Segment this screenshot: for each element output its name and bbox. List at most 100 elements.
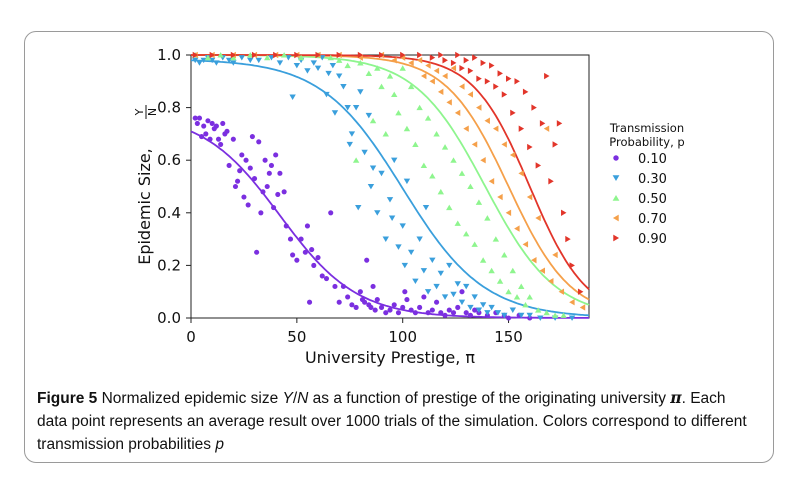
point-p0.10 — [287, 236, 294, 242]
point-p0.90 — [336, 51, 343, 59]
point-p0.50 — [526, 294, 533, 300]
x-tick-label: 150 — [494, 328, 523, 346]
point-p0.50 — [437, 188, 445, 195]
point-p0.50 — [230, 54, 237, 61]
point-p0.10 — [232, 183, 239, 190]
scatter-chart: 0 50 100 150 0.0 0.2 0.4 0.6 0.8 1.0 University P… — [133, 46, 685, 367]
caption-text-3: . Each data point represents an average … — [37, 390, 747, 453]
point-p0.90 — [450, 59, 457, 67]
point-p0.70 — [480, 157, 486, 164]
caption-p: p — [215, 436, 224, 453]
point-p0.90 — [505, 75, 512, 82]
point-p0.10 — [243, 157, 249, 163]
point-p0.50 — [264, 54, 271, 61]
legend-label-p0.10: 0.10 — [638, 152, 667, 167]
fit-curve-p0.10 — [190, 130, 589, 319]
point-p0.30 — [325, 70, 332, 77]
y-tick-label: 0.4 — [157, 204, 181, 222]
point-p0.50 — [344, 62, 351, 69]
point-p0.30 — [388, 215, 396, 221]
point-p0.30 — [437, 270, 445, 277]
point-p0.10 — [472, 307, 478, 313]
point-p0.50 — [357, 60, 364, 66]
point-p0.10 — [417, 304, 423, 311]
point-p0.10 — [268, 162, 275, 169]
point-p0.30 — [304, 68, 311, 74]
point-p0.10 — [245, 202, 251, 208]
point-p0.90 — [467, 67, 474, 74]
point-p0.30 — [479, 302, 487, 308]
point-p0.30 — [268, 55, 275, 61]
point-p0.10 — [319, 273, 325, 279]
point-p0.70 — [522, 241, 529, 248]
point-p0.50 — [441, 144, 449, 150]
point-p0.30 — [484, 310, 491, 316]
point-p0.10 — [249, 133, 255, 140]
point-p0.30 — [416, 236, 423, 242]
point-p0.50 — [204, 54, 212, 61]
point-p0.30 — [365, 112, 373, 119]
point-p0.10 — [345, 294, 351, 300]
point-p0.70 — [569, 299, 575, 306]
point-p0.10 — [459, 289, 465, 295]
point-p0.10 — [264, 183, 270, 190]
y-tick-label: 0.8 — [157, 99, 181, 117]
point-p0.10 — [256, 139, 262, 145]
legend-label-p0.30: 0.30 — [638, 172, 667, 187]
point-p0.10 — [304, 223, 310, 229]
point-p0.90 — [484, 78, 491, 85]
point-p0.10 — [429, 307, 435, 313]
point-p0.10 — [215, 136, 222, 142]
point-p0.90 — [463, 57, 470, 64]
legend-label-p0.50: 0.50 — [638, 192, 667, 207]
point-p0.70 — [558, 288, 565, 295]
point-p0.70 — [535, 214, 541, 222]
point-p0.50 — [560, 312, 567, 318]
point-p0.30 — [374, 210, 381, 216]
point-p0.10 — [378, 304, 385, 311]
point-p0.10 — [235, 178, 241, 184]
figure-caption: Figure 5 Normalized epidemic size Y/N as… — [37, 386, 757, 456]
point-p0.10 — [362, 299, 368, 305]
point-p0.70 — [488, 178, 495, 185]
axis-labels: University Prestige, π Epidemic Size, Y N — [133, 105, 475, 367]
point-p0.10 — [315, 254, 321, 261]
point-p0.90 — [497, 70, 503, 77]
point-p0.30 — [526, 312, 533, 319]
point-p0.30 — [471, 294, 478, 300]
point-p0.10 — [400, 304, 406, 311]
point-p0.10 — [258, 210, 264, 216]
point-p0.70 — [454, 109, 461, 117]
point-p0.30 — [369, 165, 377, 171]
point-p0.70 — [463, 125, 469, 132]
point-p0.10 — [412, 310, 418, 316]
point-p0.10 — [340, 283, 346, 289]
point-p0.50 — [505, 288, 512, 295]
point-p0.10 — [374, 297, 380, 303]
point-p0.70 — [471, 141, 478, 148]
point-p0.90 — [400, 51, 406, 59]
point-p0.10 — [224, 128, 230, 134]
point-p0.30 — [378, 170, 385, 177]
point-p0.30 — [192, 57, 199, 64]
data-points — [192, 51, 586, 321]
point-p0.30 — [463, 283, 470, 290]
point-p0.10 — [205, 118, 211, 124]
point-p0.70 — [539, 267, 545, 274]
point-p0.70 — [552, 251, 558, 259]
point-p0.10 — [237, 168, 243, 174]
point-p0.30 — [276, 60, 284, 66]
point-p0.10 — [463, 310, 469, 316]
point-p0.10 — [294, 257, 300, 263]
point-p0.90 — [539, 120, 546, 127]
point-p0.10 — [328, 210, 334, 216]
point-p0.70 — [408, 59, 414, 67]
point-p0.30 — [310, 60, 317, 66]
point-p0.50 — [352, 157, 360, 163]
point-p0.90 — [518, 125, 525, 132]
point-p0.70 — [484, 117, 490, 124]
point-p0.90 — [357, 51, 364, 59]
point-p0.70 — [509, 151, 516, 159]
point-p0.10 — [311, 262, 317, 268]
point-p0.10 — [372, 307, 378, 313]
